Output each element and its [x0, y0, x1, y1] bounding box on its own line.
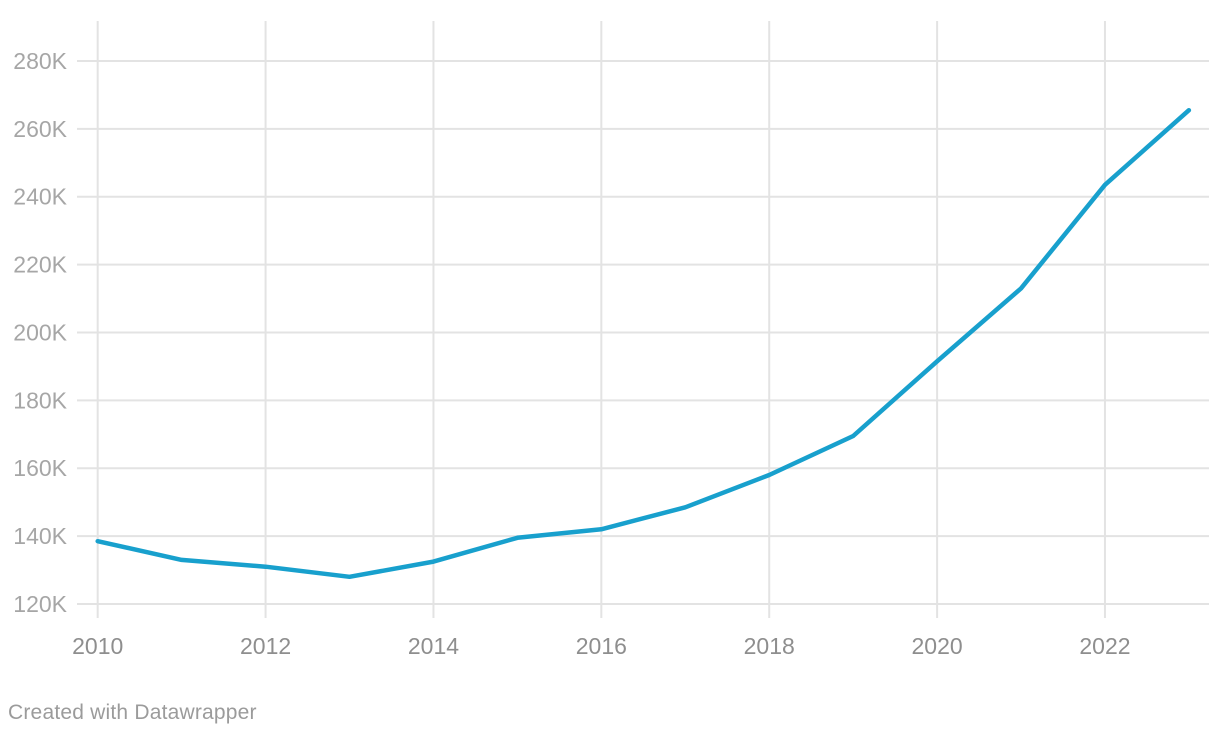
- x-axis-tick-label: 2022: [1079, 633, 1130, 659]
- x-axis-tick-label: 2020: [912, 633, 963, 659]
- data-line-series: [95, 107, 1192, 580]
- y-axis-tick-label: 180K: [13, 387, 67, 413]
- x-axis-tick-label: 2018: [744, 633, 795, 659]
- datawrapper-credit: Created with Datawrapper: [8, 701, 257, 724]
- y-axis-tick-label: 160K: [13, 455, 67, 481]
- x-axis-tick-label: 2014: [408, 633, 459, 659]
- y-axis-tick-label: 220K: [13, 252, 67, 278]
- y-axis-tick-label: 200K: [13, 319, 67, 345]
- line-chart: 120K 140K 160K 180K 200K 220K 240K 260K 280K 2010…: [13, 21, 1209, 659]
- y-axis-tick-label: 280K: [13, 48, 67, 74]
- y-axis-tick-label: 120K: [13, 591, 67, 617]
- y-axis-tick-label: 240K: [13, 184, 67, 210]
- x-axis-tick-label: 2016: [576, 633, 627, 659]
- x-axis-tick-label: 2012: [240, 633, 291, 659]
- x-axis-tick-label: 2010: [72, 633, 123, 659]
- y-axis-tick-label: 140K: [13, 523, 67, 549]
- y-axis-tick-label: 260K: [13, 116, 67, 142]
